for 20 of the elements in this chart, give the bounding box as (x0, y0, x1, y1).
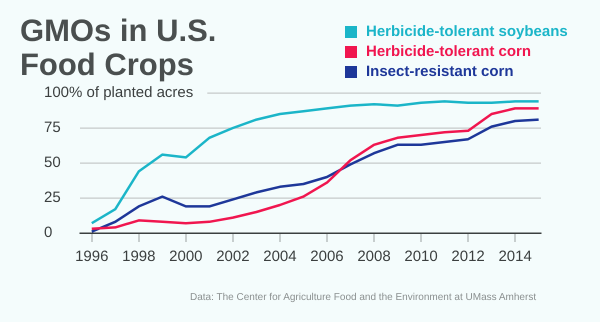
x-tick-label: 2014 (498, 248, 532, 266)
y-tick-label: 50 (44, 154, 61, 172)
x-tick-label: 1996 (75, 248, 108, 266)
text: Data: The Center for Agriculture Food and the Environment at UMass Amherst (190, 292, 536, 303)
x-tick-label: 2002 (216, 248, 250, 266)
x-tick-label: 2008 (357, 248, 391, 266)
x-tick-label: 2004 (263, 248, 297, 266)
y-tick-label: 0 (44, 224, 52, 242)
legend-label: Herbicide-tolerant corn (366, 42, 532, 62)
legend-label: Insect-resistant corn (366, 62, 514, 82)
x-tick-label: 2006 (310, 248, 344, 266)
y-tick-label: 75 (44, 119, 61, 136)
legend-label: Herbicide-tolerant soybeans (366, 22, 568, 42)
y-tick-label: 25 (44, 189, 61, 206)
x-tick-label: 2010 (404, 248, 438, 266)
x-tick-label: 2000 (169, 248, 203, 266)
x-tick-label: 1998 (122, 248, 156, 266)
chart-title: GMOs in U.S. Food Crops (20, 13, 218, 82)
x-tick-label: 2012 (451, 248, 485, 266)
y-tick-label: 100% of planted acres (44, 84, 194, 102)
